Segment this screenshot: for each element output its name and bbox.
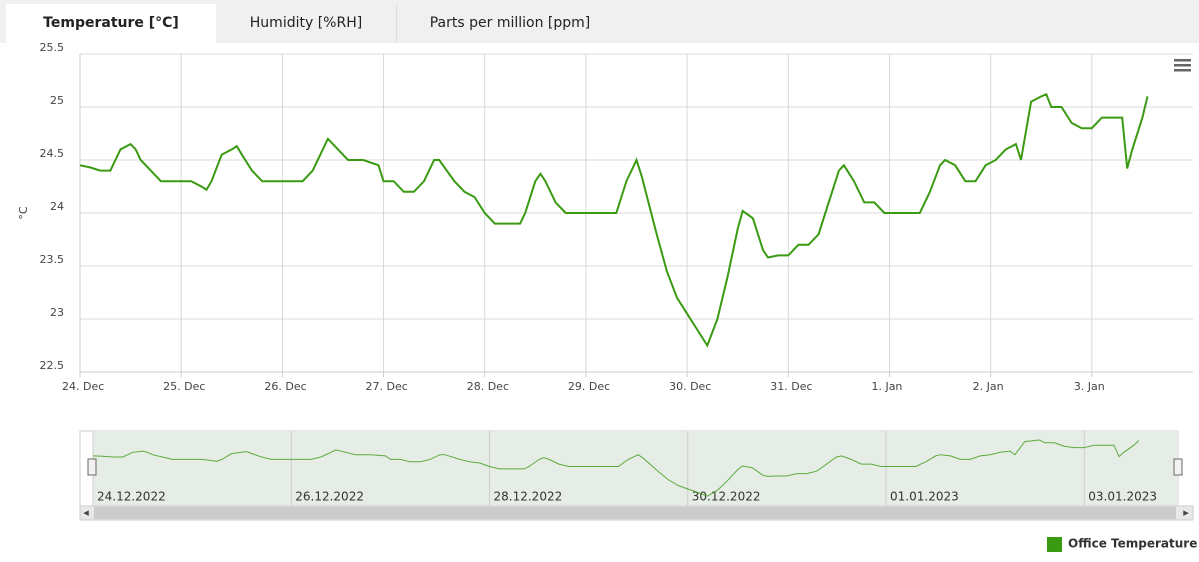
tab[interactable]: Humidity [%RH]: [216, 4, 397, 43]
navigator-selection[interactable]: [93, 431, 1178, 506]
main-plot: 22.5 23 23.5 24 24.5 25 25.5 24. Dec 25. Dec 26. …: [40, 43, 1193, 393]
navigator-label: 01.01.2023: [890, 490, 959, 504]
x-tick-label: 3. Jan: [1074, 380, 1105, 393]
scroll-arrow[interactable]: ▸: [1183, 506, 1189, 519]
x-tick-label: 26. Dec: [264, 380, 306, 393]
y-tick-label: 22.5: [40, 359, 65, 372]
navigator-label: 28.12.2022: [494, 490, 563, 504]
x-tick-label: 30. Dec: [669, 380, 711, 393]
chart: 22.5 23 23.5 24 24.5 25 25.5 24. Dec 25. Dec 26. …: [17, 43, 1197, 552]
navigator-line: [92, 439, 1140, 497]
x-tick-label: 1. Jan: [871, 380, 902, 393]
navigator-handle[interactable]: [87, 458, 97, 476]
x-tick-label: 27. Dec: [366, 380, 408, 393]
navigator-label: 03.01.2023: [1088, 490, 1157, 504]
x-tick-label: 24. Dec: [62, 380, 104, 393]
y-tick-label: 24.5: [40, 147, 65, 160]
x-tick-label: 28. Dec: [467, 380, 509, 393]
y-tick-label: 23.5: [40, 253, 65, 266]
scroll-arrow[interactable]: ◂: [83, 506, 89, 519]
x-tick-label: 2. Jan: [973, 380, 1004, 393]
y-axis-label: °C: [17, 206, 30, 220]
navigator-label: 26.12.2022: [295, 490, 364, 504]
x-tick-label: 29. Dec: [568, 380, 610, 393]
y-tick-label: 23: [50, 306, 64, 319]
data-line: [79, 92, 1149, 348]
menu-button[interactable]: [1172, 57, 1192, 73]
x-tick-label: 31. Dec: [770, 380, 812, 393]
tab[interactable]: Parts per million [ppm]: [429, 15, 591, 31]
y-tick-label: 25.5: [40, 43, 65, 54]
navigator-label: 30.12.2022: [692, 490, 761, 504]
navigator-handle[interactable]: [1173, 458, 1183, 476]
legend-label[interactable]: Office Temperature: [1068, 537, 1197, 551]
scrollbar-thumb[interactable]: [94, 507, 1176, 519]
tab-bar: Temperature [°C] Humidity [%RH] Parts pe…: [0, 0, 1199, 43]
x-tick-label: 25. Dec: [163, 380, 205, 393]
navigator: 24.12.2022 26.12.2022 28.12.2022 30.12.2022…: [92, 431, 1157, 506]
y-tick-label: 24: [50, 200, 64, 213]
tab[interactable]: Temperature [°C]: [6, 4, 216, 43]
legend-swatch: [1047, 537, 1062, 552]
y-tick-label: 25: [50, 94, 64, 107]
navigator-label: 24.12.2022: [97, 490, 166, 504]
